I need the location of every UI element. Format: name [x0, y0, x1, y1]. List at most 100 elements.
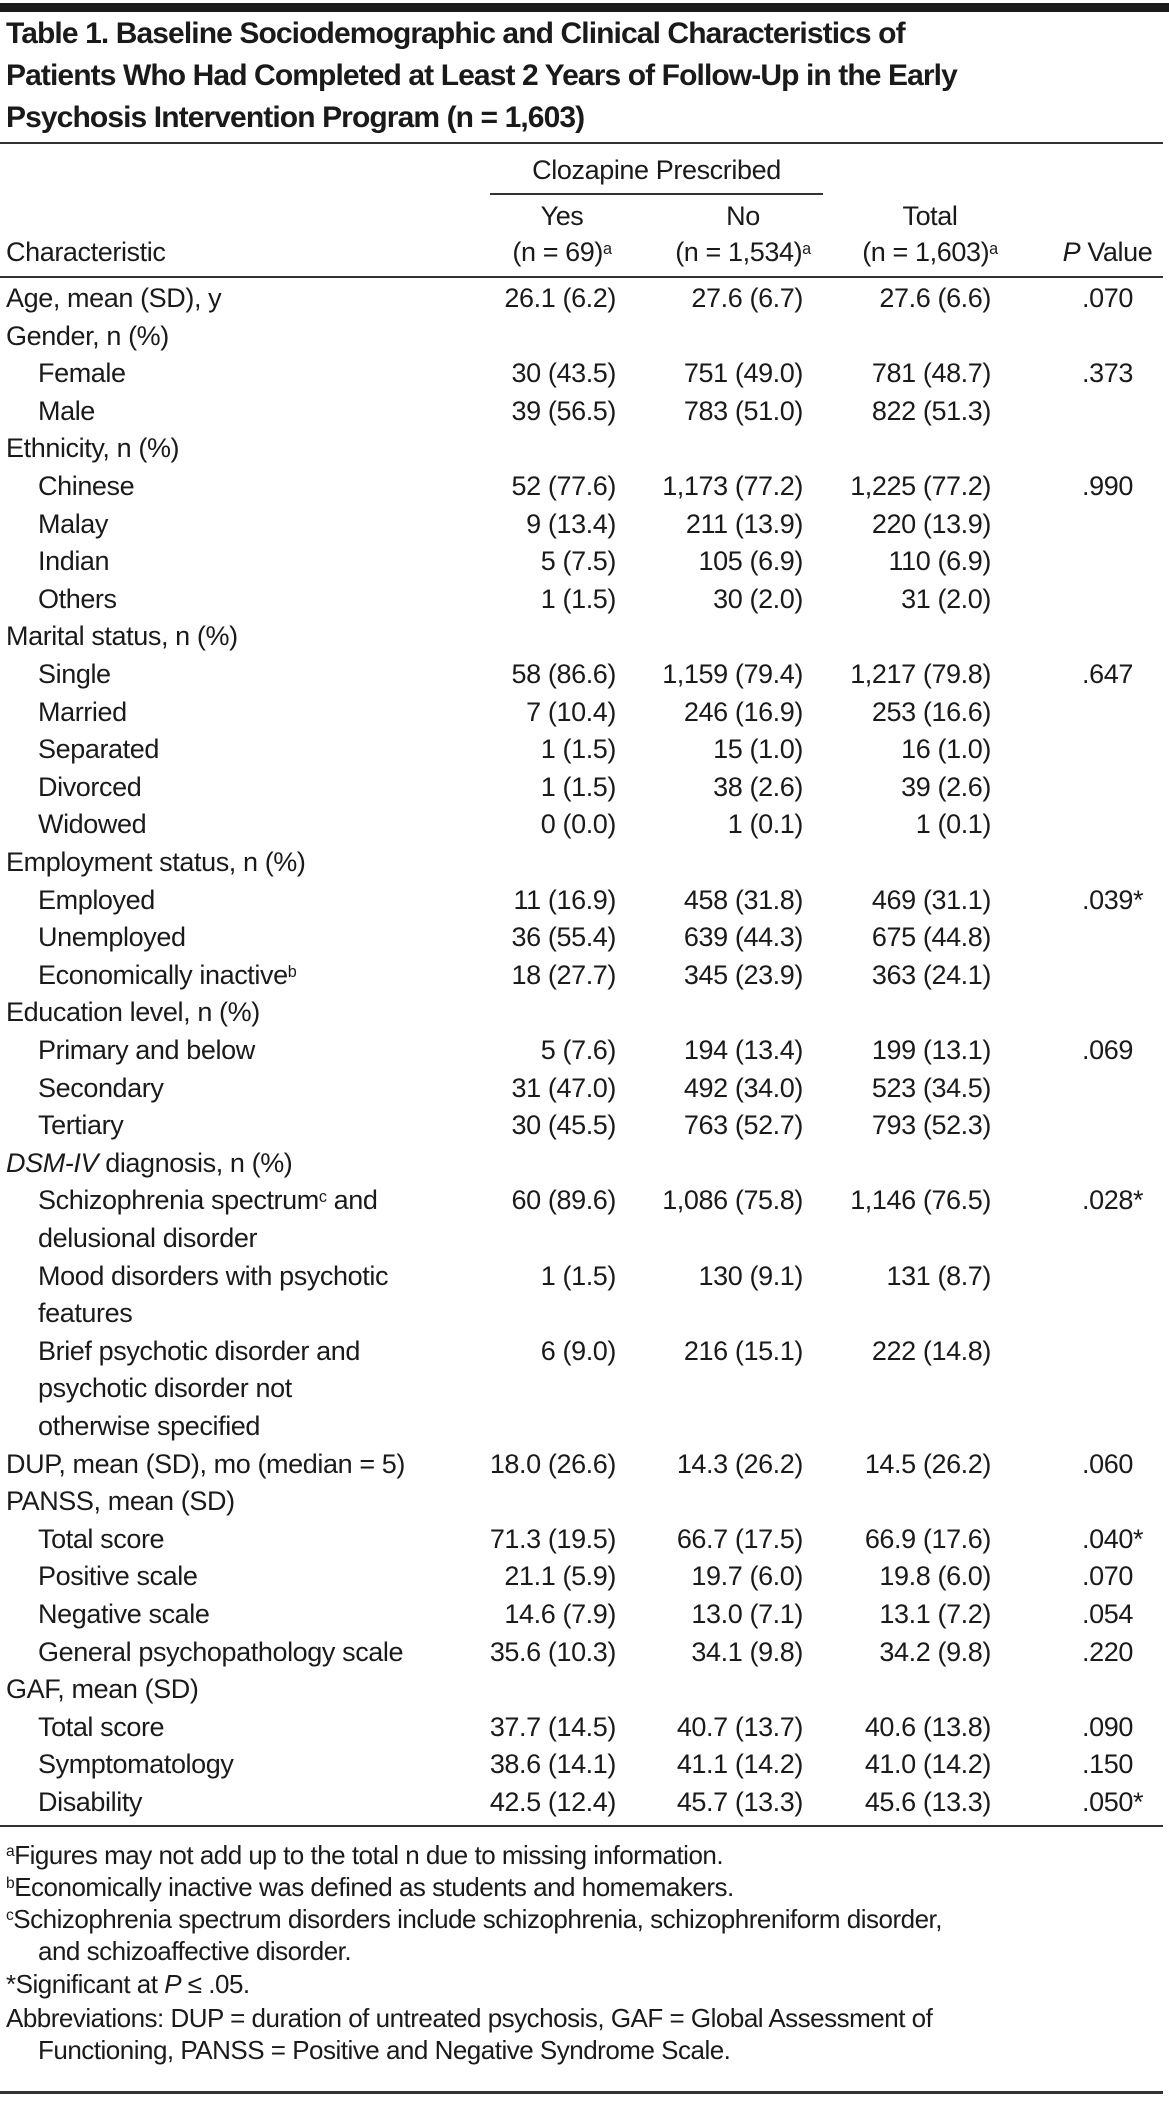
cell-total: 253 (16.6): [871, 696, 991, 727]
table-row: Divorced 1 (1.5) 38 (2.6) 39 (2.6): [0, 769, 1169, 807]
cell-yes: 18.0 (26.6): [489, 1448, 617, 1479]
cell-total: 31 (2.0): [901, 583, 991, 614]
row-label: PANSS, mean (SD): [6, 1483, 235, 1521]
table-title-line-2: Patients Who Had Completed at Least 2 Ye…: [6, 59, 958, 92]
table-row: Total score 71.3 (19.5) 66.7 (17.5) 66.9 (1…: [0, 1521, 1169, 1559]
row-label: Single: [38, 656, 111, 694]
cell-yes: 39 (56.5): [511, 395, 617, 426]
table-row: Employed 11 (16.9) 458 (31.8) 469 (31.1) .03…: [0, 882, 1169, 920]
cell-yes: 60 (89.6): [511, 1185, 617, 1216]
row-label: Others: [38, 581, 117, 619]
row-label: Separated: [38, 731, 159, 769]
cell-yes: 0 (0.0): [540, 809, 617, 840]
cell-yes: 1 (1.5): [540, 734, 617, 765]
table-row: Employment status, n (%): [0, 844, 1169, 882]
cell-total: 220 (13.9): [871, 508, 991, 539]
row-label-text: Marital status, n (%): [6, 621, 238, 652]
cell-no: 27.6 (6.7): [691, 283, 803, 313]
cell-no: 751 (49.0): [683, 358, 803, 389]
header-rule: [0, 276, 1163, 278]
row-label-text: Disability: [38, 1787, 143, 1817]
cell-no: 1,086 (75.8): [662, 1185, 803, 1216]
row-label-text: Symptomatology: [38, 1749, 234, 1780]
cell-p: .070: [1082, 283, 1133, 313]
cell-p: .060: [1082, 1448, 1133, 1479]
cell-no: 15 (1.0): [713, 734, 803, 765]
row-label: Gender, n (%): [6, 318, 169, 356]
table-row: Total score 37.7 (14.5) 40.7 (13.7) 40.6 (1…: [0, 1709, 1169, 1747]
group-rule: [490, 193, 823, 195]
row-label: Ethnicity, n (%): [6, 430, 180, 468]
table-row: Others 1 (1.5) 30 (2.0) 31 (2.0): [0, 581, 1169, 619]
cell-total: 1,146 (76.5): [850, 1185, 991, 1216]
table-row: otherwise specified: [0, 1408, 1169, 1446]
cell-yes: 35.6 (10.3): [489, 1636, 617, 1667]
cell-total: 469 (31.1): [871, 884, 991, 915]
table-row: Mood disorders with psychotic 1 (1.5) 130 …: [0, 1258, 1169, 1296]
cell-no: 492 (34.0): [683, 1072, 803, 1103]
cell-total: 110 (6.9): [888, 546, 992, 577]
row-label-text: Separated: [38, 734, 159, 765]
row-label-text: Economically inactive: [38, 959, 288, 990]
cell-total: 781 (48.7): [871, 358, 991, 389]
cell-total: 14.5 (26.2): [864, 1448, 992, 1479]
row-label: otherwise specified: [38, 1408, 260, 1446]
row-label: Tertiary: [38, 1107, 124, 1145]
cell-no: 783 (51.0): [683, 395, 803, 426]
row-label: Negative scale: [38, 1596, 210, 1634]
row-label: Economically inactiveb: [38, 957, 297, 995]
cell-yes: 1 (1.5): [540, 583, 617, 614]
table-row: Married 7 (10.4) 246 (16.9) 253 (16.6): [0, 694, 1169, 732]
cell-yes: 42.5 (12.4): [489, 1787, 617, 1817]
table-row: Primary and below 5 (7.6) 194 (13.4) 199 (1…: [0, 1032, 1169, 1070]
cell-total: 19.8 (6.0): [879, 1561, 991, 1592]
row-label-text: Education level, n (%): [6, 997, 260, 1028]
row-label: Secondary: [38, 1070, 164, 1108]
row-label: Education level, n (%): [6, 994, 260, 1032]
cell-yes: 1 (1.5): [540, 771, 617, 802]
row-label: Positive scale: [38, 1558, 198, 1596]
row-label-text: Unemployed: [38, 922, 186, 953]
table-row: PANSS, mean (SD): [0, 1483, 1169, 1521]
table-row: DUP, mean (SD), mo (median = 5) 18.0 (26.…: [0, 1446, 1169, 1484]
cell-no: 13.0 (7.1): [691, 1599, 803, 1629]
row-label: Brief psychotic disorder and: [38, 1333, 360, 1371]
footnote-abbreviations: Abbreviations: DUP = duration of untreat…: [6, 2003, 933, 2033]
table-row: Disability 42.5 (12.4) 45.7 (13.3) 45.6 (13…: [0, 1784, 1169, 1822]
header-no: No: [726, 201, 760, 231]
row-label: Male: [38, 393, 95, 431]
cell-p: .054: [1082, 1599, 1133, 1629]
cell-p: .150: [1082, 1749, 1133, 1780]
cell-no: 246 (16.9): [683, 696, 803, 727]
cell-p: .090: [1082, 1711, 1133, 1742]
footnote-c-cont: and schizoaffective disorder.: [38, 1936, 352, 1966]
cell-yes: 58 (86.6): [511, 659, 617, 689]
cell-yes: 30 (45.5): [511, 1110, 617, 1141]
row-label-text: features: [38, 1298, 133, 1329]
table-row: Unemployed 36 (55.4) 639 (44.3) 675 (44.8): [0, 919, 1169, 957]
table-row: Symptomatology 38.6 (14.1) 41.1 (14.2) 41.0…: [0, 1746, 1169, 1784]
header-group-clozapine: Clozapine Prescribed: [532, 155, 781, 185]
cell-total: 222 (14.8): [871, 1335, 991, 1366]
row-label-text: Employment status, n (%): [6, 847, 306, 877]
row-label-text: Widowed: [38, 809, 147, 840]
header-characteristic: Characteristic: [6, 237, 166, 267]
table-row: DSM-IV diagnosis, n (%): [0, 1145, 1169, 1183]
table-row: General psychopathology scale 35.6 (10.3)…: [0, 1634, 1169, 1672]
row-label-text: Age, mean (SD), y: [6, 283, 222, 313]
table-row: Brief psychotic disorder and 6 (9.0) 216 (…: [0, 1333, 1169, 1371]
table-row: delusional disorder: [0, 1220, 1169, 1258]
cell-no: 216 (15.1): [683, 1335, 803, 1366]
table-row: Schizophrenia spectrumc and 60 (89.6) 1,08…: [0, 1182, 1169, 1220]
table-row: Single 58 (86.6) 1,159 (79.4) 1,217 (79.8).…: [0, 656, 1169, 694]
row-label: Age, mean (SD), y: [6, 280, 222, 318]
cell-no: 1,159 (79.4): [662, 659, 803, 689]
row-label: Chinese: [38, 468, 135, 506]
row-label: Malay: [38, 506, 108, 544]
row-label-text: Male: [38, 395, 95, 426]
footnote-c: cSchizophrenia spectrum disorders includ…: [6, 1904, 943, 1934]
row-label-text: Positive scale: [38, 1561, 198, 1592]
cell-total: 66.9 (17.6): [864, 1523, 992, 1554]
cell-no: 105 (6.9): [698, 546, 804, 577]
row-label-text: Chinese: [38, 471, 135, 501]
